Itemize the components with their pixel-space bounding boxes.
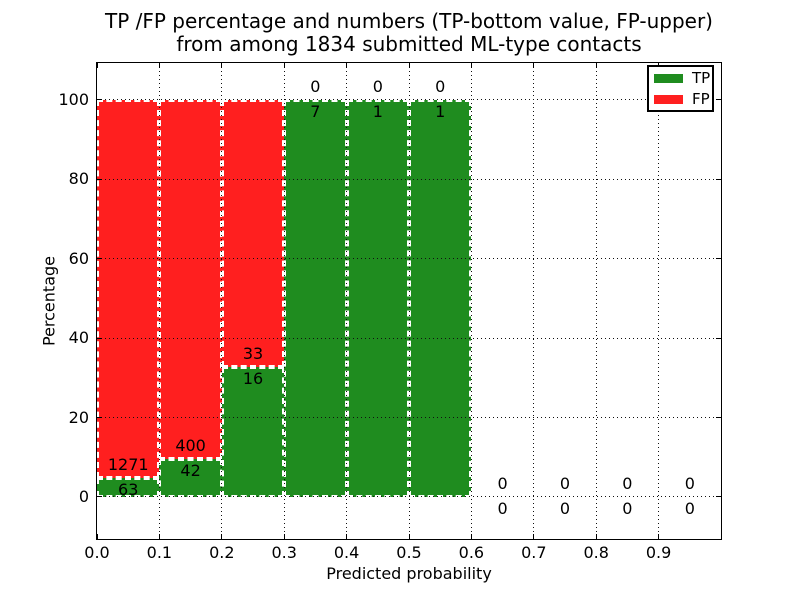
legend-swatch-tp-icon — [654, 73, 683, 83]
v-gridline — [533, 63, 535, 539]
x-tick-label: 0.8 — [583, 543, 609, 562]
y-tick-mark — [716, 178, 721, 180]
x-tick-label: 0.9 — [645, 543, 672, 562]
y-tick-mark — [716, 337, 721, 339]
y-tick-mark — [716, 496, 721, 498]
x-tick-mark — [158, 63, 160, 68]
v-gridline — [470, 63, 472, 539]
x-tick-mark — [158, 534, 160, 539]
y-tick-mark — [97, 258, 102, 260]
x-tick-label: 0.4 — [333, 543, 360, 562]
fp-count-label: 400 — [175, 436, 206, 456]
tp-count-label: 42 — [180, 461, 201, 481]
x-tick-label: 0.6 — [458, 543, 485, 562]
x-tick-mark — [408, 63, 410, 68]
y-tick-label: 80 — [68, 169, 89, 189]
bar-segment-tp — [97, 478, 160, 497]
x-tick-label: 0.7 — [521, 543, 547, 562]
legend-item-fp: FP — [654, 89, 710, 108]
v-gridline — [658, 63, 660, 539]
fp-count-label: 1271 — [107, 455, 149, 475]
x-tick-mark — [470, 63, 472, 68]
bar-segment-tp — [346, 99, 409, 497]
v-gridline — [408, 63, 410, 539]
tp-count-label: 63 — [118, 480, 139, 500]
x-tick-label: 0.0 — [84, 543, 110, 562]
fp-count-label: 33 — [242, 344, 264, 364]
y-tick-mark — [716, 258, 721, 260]
v-gridline — [595, 63, 597, 539]
y-tick-mark — [716, 99, 721, 101]
v-gridline — [283, 63, 285, 539]
fp-count-label: 0 — [559, 473, 571, 493]
bar-segment-fp — [97, 99, 160, 479]
bar-segment-tp — [409, 99, 472, 497]
y-tick-mark — [97, 496, 102, 498]
fp-count-label: 0 — [684, 473, 695, 493]
x-axis-label: Predicted probability — [326, 564, 492, 583]
x-tick-label: 0.1 — [146, 543, 173, 562]
x-tick-mark — [408, 534, 410, 539]
x-tick-mark — [96, 63, 98, 68]
x-tick-mark — [533, 534, 535, 539]
tp-count-label: 0 — [684, 498, 695, 518]
bar-segment-fp — [159, 99, 222, 460]
y-tick-mark — [97, 417, 102, 419]
chart-title: TP /FP percentage and numbers (TP-bottom… — [97, 10, 721, 56]
x-tick-label: 0.5 — [396, 543, 422, 562]
x-tick-mark — [658, 534, 660, 539]
x-tick-mark — [470, 534, 472, 539]
x-tick-mark — [595, 63, 597, 68]
tp-count-label: 16 — [242, 369, 264, 389]
x-tick-mark — [283, 63, 285, 68]
legend-swatch-fp-icon — [654, 94, 683, 104]
fp-count-label: 0 — [372, 76, 383, 96]
legend-label-tp: TP — [692, 68, 711, 87]
fp-count-label: 0 — [310, 76, 321, 96]
fp-count-label: 0 — [435, 76, 446, 96]
fp-count-label: 0 — [497, 473, 508, 493]
tp-count-label: 1 — [435, 101, 446, 121]
x-tick-mark — [595, 534, 597, 539]
x-tick-mark — [221, 534, 223, 539]
x-tick-label: 0.3 — [271, 543, 297, 562]
tp-count-label: 0 — [622, 498, 633, 518]
bar-segment-tp — [221, 367, 285, 497]
y-tick-mark — [97, 178, 102, 180]
bar-segment-tp — [284, 99, 347, 497]
chart-title-line1: TP /FP percentage and numbers (TP-bottom… — [105, 9, 713, 33]
x-tick-label: 0.2 — [209, 543, 235, 562]
tp-count-label: 7 — [310, 101, 321, 121]
bar-segment-fp — [221, 99, 285, 368]
tp-count-label: 1 — [372, 101, 383, 121]
plot-area: 1271 63 400 42 33 16 0 7 0 1 0 1 0 0 0 0 0 0 0 0 — [96, 62, 722, 540]
legend-item-tp: TP — [654, 68, 711, 87]
x-tick-mark — [533, 63, 535, 68]
y-tick-label: 0 — [78, 486, 89, 506]
x-tick-mark — [221, 63, 223, 68]
y-tick-mark — [716, 417, 721, 419]
chart-title-line2: from among 1834 submitted ML-type contac… — [176, 32, 642, 56]
v-gridline — [221, 63, 223, 539]
fp-count-label: 0 — [622, 473, 633, 493]
legend-label-fp: FP — [692, 89, 710, 108]
y-tick-label: 40 — [68, 328, 89, 348]
y-tick-mark — [97, 337, 102, 339]
v-gridline — [346, 63, 348, 539]
y-tick-label: 20 — [68, 407, 89, 427]
tp-count-label: 0 — [559, 498, 571, 518]
bar-segment-tp — [159, 459, 222, 497]
tp-count-label: 0 — [497, 498, 508, 518]
x-tick-mark — [283, 534, 285, 539]
y-tick-mark — [97, 99, 102, 101]
x-tick-mark — [346, 534, 348, 539]
x-tick-mark — [96, 534, 98, 539]
x-tick-mark — [346, 63, 348, 68]
v-gridline — [158, 63, 160, 539]
legend: TP FP — [647, 65, 714, 112]
y-tick-label: 60 — [68, 248, 89, 268]
y-tick-label: 100 — [58, 89, 89, 109]
